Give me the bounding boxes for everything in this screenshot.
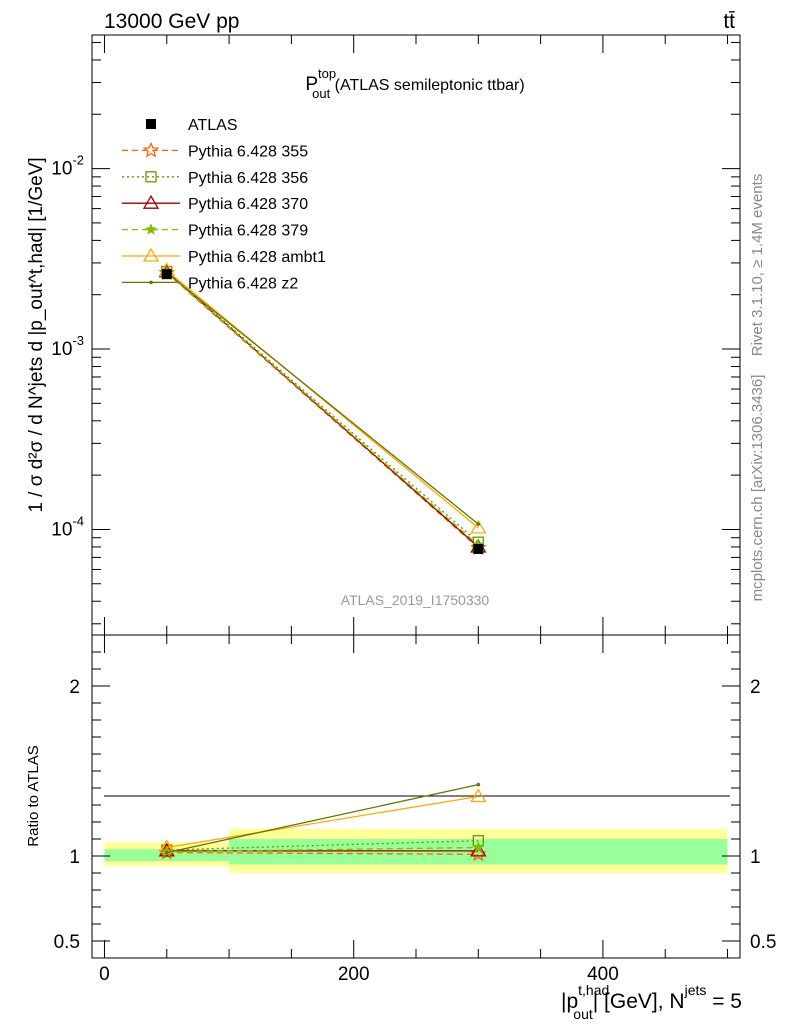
legend-entry: Pythia 6.428 ambt1 [122,247,326,266]
legend-marker [144,223,158,235]
xtick-label: 200 [338,964,370,985]
watermark: ATLAS_2019_I1750330 [341,592,490,608]
legend-label: Pythia 6.428 355 [188,143,308,160]
data-point [476,522,481,526]
main-ytick-labels: 10-4 10-3 10-2 [51,153,84,541]
x-axis-label: |pt,had out| [GeV], Njets = 5 [561,982,742,1022]
rivet-label: Rivet 3.1.10, ≥ 1.4M events [749,174,766,357]
xtick-label: 400 [587,964,619,985]
title-rest: (ATLAS semileptonic ttbar) [330,77,524,94]
series-atlas [161,269,484,554]
xlabel-p: |p [561,990,578,1013]
legend-marker [142,141,160,158]
ratio-ticks [92,635,740,958]
legend-entry: Pythia 6.428 370 [122,194,308,213]
series-pythia-6-428-356 [161,265,484,548]
ratio-ytick-label: 2 [69,677,80,698]
legend-entry: ATLAS [146,117,238,134]
legend-marker [145,171,157,183]
main-panel: 10-4 10-3 10-2 Ptop out (ATLAS semileptonic… [26,34,741,636]
main-ticks [92,35,740,635]
title-main: P [305,74,318,95]
ratio-point [476,782,481,787]
title-sup: top [318,66,336,81]
main-ytick-label: 10-4 [51,513,84,540]
ratio-panel: 0.5 0.5 1 1 2 2 0 200 400 Ratio to ATLAS |pt,ha… [25,634,777,1022]
ratio-series [158,782,487,862]
ratio-line [166,783,479,854]
series-line [166,272,479,525]
legend-marker [142,194,160,209]
ratio-point [470,842,487,857]
mcplots-label: mcplots.cern.ch [arXiv:1306.3436] [749,375,766,602]
ratio-ylabel: Ratio to ATLAS [25,745,42,846]
legend-label: Pythia 6.428 356 [188,170,308,187]
energy-label: 13000 GeV pp [104,10,239,33]
legend-marker [146,119,156,129]
series-pythia-6-428-z2 [164,271,481,526]
ratio-ytick-labels: 0.5 0.5 1 1 2 2 [54,677,777,953]
ratio-point [470,788,487,803]
main-ylabel: 1 / σ d²σ / d N^jets d |p_out^t,had| [1/… [26,157,47,512]
xlabel-sup2: jets [684,982,707,998]
title-sub: out [312,86,330,101]
ratio-pythia-6-428-z2 [164,782,481,855]
ratio-point [164,850,169,855]
ratio-ytick-label: 0.5 [54,932,80,953]
ratio-line [166,795,479,849]
legend-entry: Pythia 6.428 z2 [122,275,298,292]
legend-label: ATLAS [188,117,238,134]
legend-entry: Pythia 6.428 356 [122,170,308,187]
series-line [166,271,479,546]
ratio-line [166,846,479,853]
legend-label: Pythia 6.428 370 [188,196,308,213]
series-line [166,271,479,548]
process-label: tt̄ [723,10,735,33]
legend-marker [142,247,160,262]
main-title: Ptop out (ATLAS semileptonic ttbar) [305,66,524,101]
data-point [470,519,487,534]
ratio-point [472,841,485,853]
xlabel-end: = 5 [706,990,742,1013]
legend-marker [149,280,153,285]
main-ytick-label: 10-2 [51,153,84,180]
xtick-label: 0 [99,964,110,985]
legend-label: Pythia 6.428 379 [188,223,308,240]
ratio-ytick-label-right: 1 [750,847,761,868]
xtick-labels: 0 200 400 [99,964,619,985]
ratio-line [166,851,479,855]
ratio-ytick-label: 1 [69,847,80,868]
series-line [166,271,479,543]
ratio-ytick-label-right: 0.5 [750,932,776,953]
main-ytick-label: 10-3 [51,333,84,360]
data-point [161,269,172,280]
legend-label: Pythia 6.428 ambt1 [188,249,326,266]
main-series [158,262,487,555]
legend: ATLAS Pythia 6.428 355 Pythia 6.428 356 Pyt… [122,117,326,292]
ratio-line [166,840,479,851]
legend-label: Pythia 6.428 z2 [188,275,298,292]
xlabel-sub: out [573,1006,593,1022]
legend-entry: Pythia 6.428 355 [122,141,308,160]
data-point [473,543,484,554]
xlabel-sup: t,had [578,982,609,998]
xlabel-mid: | [GeV], N [593,990,685,1013]
legend-entry: Pythia 6.428 379 [122,223,308,240]
ratio-ytick-label-right: 2 [750,677,761,698]
